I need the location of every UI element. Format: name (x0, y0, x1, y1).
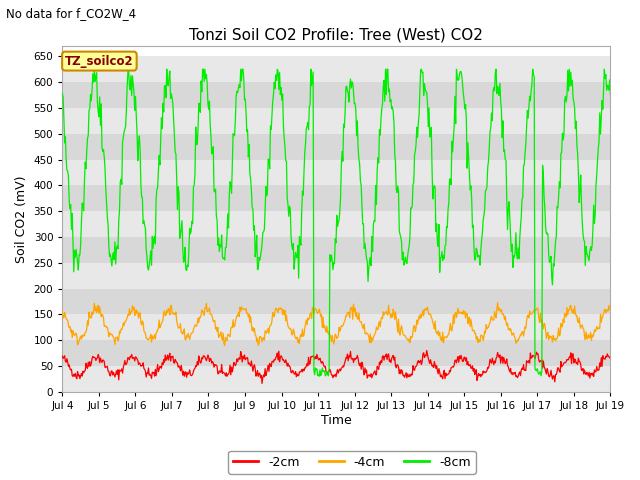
Bar (62, 56, 611, 82)
Bar (62, 237, 611, 263)
Bar (62, 288, 611, 314)
Bar (62, 82, 611, 108)
Bar (62, 314, 611, 340)
Bar (62, 211, 611, 237)
Bar (62, 263, 611, 288)
Legend: -2cm, -4cm, -8cm: -2cm, -4cm, -8cm (228, 451, 476, 474)
Bar (62, 159, 611, 185)
Bar (62, 366, 611, 392)
Text: No data for f_CO2W_4: No data for f_CO2W_4 (6, 7, 136, 20)
Text: TZ_soilco2: TZ_soilco2 (65, 55, 134, 68)
Bar (62, 134, 611, 159)
Bar (62, 340, 611, 366)
Y-axis label: Soil CO2 (mV): Soil CO2 (mV) (15, 175, 28, 263)
Bar (62, 185, 611, 211)
Bar (62, 108, 611, 134)
X-axis label: Time: Time (321, 414, 352, 427)
Title: Tonzi Soil CO2 Profile: Tree (West) CO2: Tonzi Soil CO2 Profile: Tree (West) CO2 (189, 27, 483, 42)
